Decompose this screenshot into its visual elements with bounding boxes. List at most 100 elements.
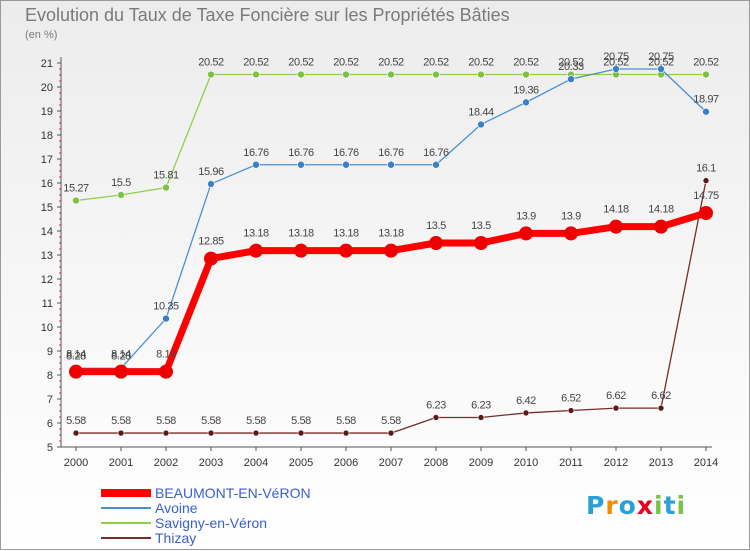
data-point — [294, 243, 308, 258]
data-label: 20.52 — [288, 57, 314, 69]
data-label: 6.42 — [516, 395, 536, 407]
data-point — [387, 160, 395, 169]
data-label: 16.76 — [243, 147, 269, 159]
y-tick-label: 19 — [41, 106, 53, 118]
data-label: 20.75 — [603, 51, 629, 63]
data-label: 15.81 — [153, 170, 179, 182]
data-label: 15.5 — [111, 177, 131, 189]
data-point — [72, 196, 80, 205]
data-label: 5.58 — [291, 415, 311, 427]
data-point — [387, 70, 395, 79]
legend-label: Avoine — [155, 500, 198, 516]
data-label: 16.76 — [288, 147, 314, 159]
data-label: 20.75 — [648, 51, 674, 63]
data-label: 5.58 — [156, 415, 176, 427]
data-label: 20.52 — [648, 57, 674, 69]
data-point — [477, 70, 485, 79]
data-label: 5.58 — [336, 415, 356, 427]
data-point — [249, 243, 263, 258]
y-tick-label: 11 — [42, 298, 53, 310]
data-point — [342, 160, 350, 169]
data-point — [69, 364, 83, 379]
x-tick-label: 2006 — [334, 457, 358, 469]
data-label: 8.14 — [156, 349, 176, 361]
data-point — [429, 236, 443, 250]
logo-letter: i — [676, 491, 687, 520]
data-label: 5.58 — [246, 415, 266, 427]
x-tick-label: 2013 — [649, 457, 673, 469]
data-label: 20.52 — [693, 57, 719, 69]
data-point — [432, 414, 440, 421]
legend-label: BEAUMONT-EN-VéRON — [155, 485, 311, 501]
data-point — [204, 251, 218, 266]
data-label: 6.62 — [651, 390, 671, 402]
x-tick-label: 2007 — [379, 457, 403, 469]
data-label: 13.5 — [426, 220, 446, 232]
data-point — [342, 429, 350, 437]
data-point — [162, 314, 170, 323]
y-tick-label: 8 — [47, 370, 53, 382]
data-label: 18.97 — [693, 94, 719, 106]
logo-letter: r — [605, 491, 619, 520]
data-point — [432, 160, 440, 169]
data-point — [72, 429, 80, 437]
data-point — [162, 429, 170, 437]
data-point — [207, 70, 215, 79]
y-tick-label: 7 — [47, 394, 53, 406]
y-tick-label: 18 — [41, 130, 53, 142]
legend-swatch — [101, 522, 151, 524]
data-point — [699, 206, 713, 220]
data-label: 6.52 — [561, 393, 581, 405]
data-point — [657, 65, 665, 73]
data-point — [159, 364, 173, 379]
data-label: 5.58 — [201, 415, 221, 427]
logo-letter: P — [586, 491, 606, 520]
data-label: 14.75 — [693, 190, 719, 202]
x-tick-label: 2002 — [154, 457, 178, 469]
y-tick-label: 17 — [41, 154, 53, 166]
data-point — [384, 243, 398, 258]
data-label: 13.9 — [561, 210, 581, 222]
x-tick-label: 2003 — [199, 457, 223, 469]
data-label: 6.23 — [471, 399, 491, 411]
data-point — [657, 404, 665, 412]
data-label: 20.52 — [558, 57, 584, 69]
data-point — [612, 65, 620, 73]
data-point — [207, 180, 215, 188]
legend-item-beaumont: BEAUMONT-EN-VéRON — [101, 485, 311, 501]
data-point — [702, 177, 710, 184]
series-line — [75, 73, 707, 202]
y-tick-label: 13 — [41, 250, 53, 262]
y-tick-label: 16 — [41, 178, 53, 190]
data-label: 13.9 — [516, 210, 536, 222]
data-point — [117, 191, 125, 199]
data-label: 5.58 — [381, 415, 401, 427]
chart-title: Evolution du Taux de Taxe Foncière sur l… — [25, 5, 510, 25]
data-label: 16.76 — [378, 147, 404, 159]
data-point — [702, 107, 710, 116]
logo-letter: x — [636, 491, 654, 520]
data-label: 6.62 — [606, 390, 626, 402]
y-tick-label: 10 — [41, 322, 53, 334]
data-label: 20.52 — [243, 57, 269, 69]
data-point — [522, 98, 530, 107]
y-tick-label: 9 — [47, 346, 53, 358]
data-point — [252, 70, 260, 79]
data-point — [297, 70, 305, 79]
data-point — [522, 409, 530, 417]
data-point — [387, 429, 395, 437]
data-label: 10.35 — [153, 301, 179, 313]
data-label: 15.96 — [198, 166, 224, 178]
y-tick-label: 20 — [41, 82, 53, 94]
data-label: 13.5 — [471, 220, 491, 232]
data-label: 20.52 — [423, 57, 449, 69]
legend-label: Savigny-en-Véron — [155, 515, 268, 531]
data-point — [564, 226, 578, 241]
data-point — [609, 219, 623, 234]
data-label: 13.18 — [288, 228, 314, 240]
data-label: 20.52 — [198, 57, 224, 69]
x-tick-label: 2008 — [424, 457, 448, 469]
y-tick-label: 6 — [47, 418, 53, 430]
